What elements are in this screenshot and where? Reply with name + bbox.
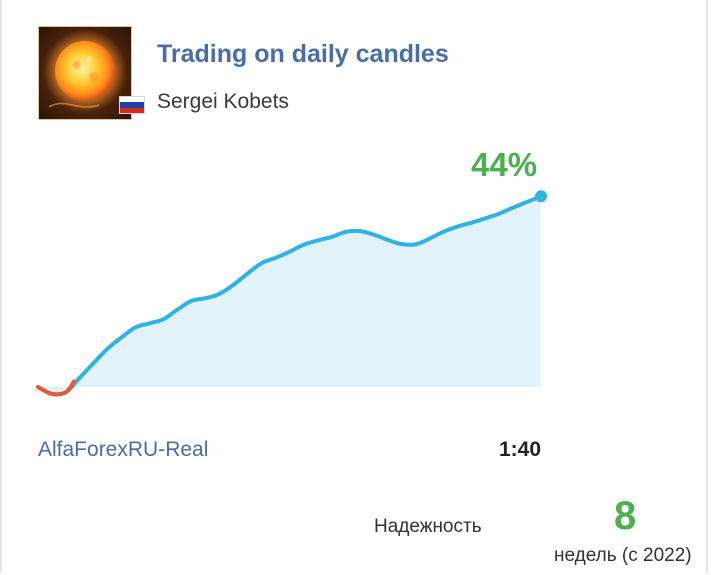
end-point-marker bbox=[535, 190, 547, 203]
signal-avatar[interactable] bbox=[38, 26, 132, 120]
broker-name[interactable]: AlfaForexRU-Real bbox=[38, 438, 209, 461]
growth-chart[interactable] bbox=[2, 140, 562, 430]
weeks-label: недель (с 2022) bbox=[554, 545, 692, 566]
leverage-value: 1:40 bbox=[498, 438, 541, 461]
flag-stripe-red bbox=[120, 107, 144, 113]
russia-flag-icon bbox=[119, 96, 145, 114]
flag-stripe-blue bbox=[120, 102, 144, 108]
signal-author[interactable]: Sergei Kobets bbox=[157, 90, 289, 113]
reliability-label: Надежность bbox=[374, 516, 482, 537]
flag-stripe-white bbox=[120, 97, 144, 103]
negative-segment bbox=[36, 379, 76, 397]
sun-avatar-icon bbox=[39, 27, 131, 119]
weeks-count: 8 bbox=[614, 494, 637, 538]
growth-line bbox=[36, 194, 543, 397]
signal-title[interactable]: Trading on daily candles bbox=[157, 40, 449, 68]
growth-percent: 44% bbox=[471, 146, 538, 183]
